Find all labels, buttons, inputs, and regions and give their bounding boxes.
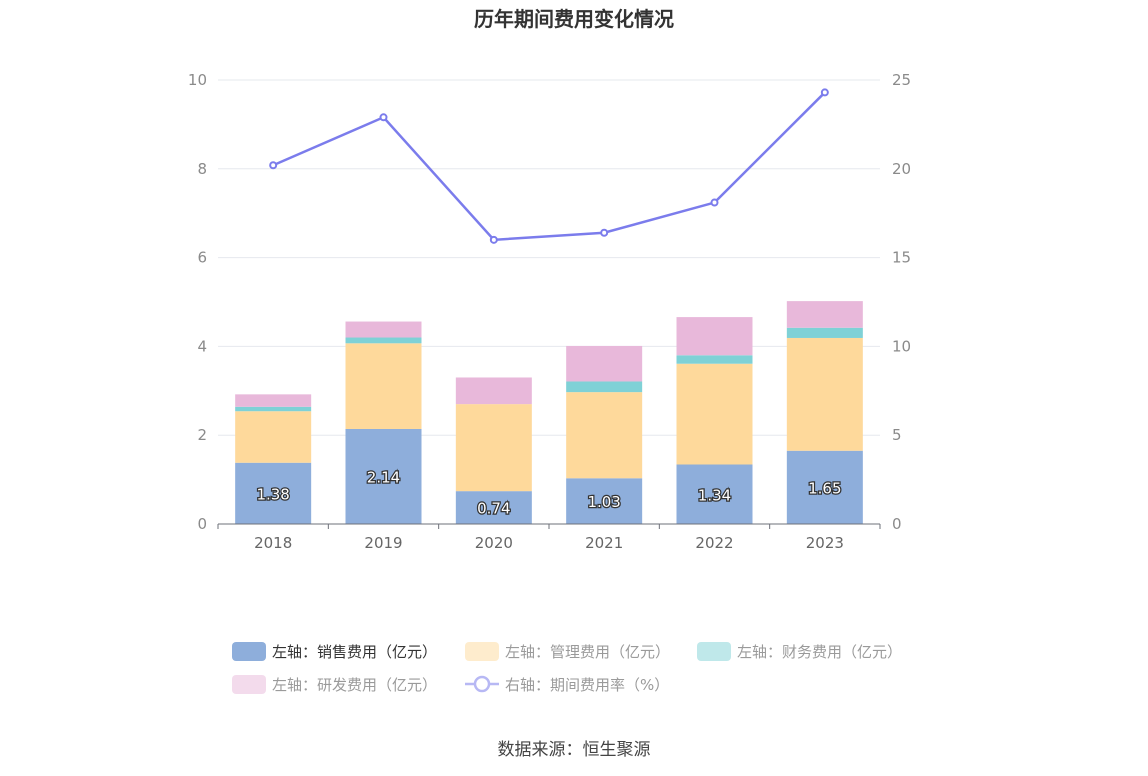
right-tick-label: 15 — [892, 249, 911, 267]
right-axis: 0 5 10 15 20 25 — [892, 71, 911, 533]
data-label: 0.74 — [477, 500, 510, 518]
source-note: 数据来源：恒生聚源 — [498, 740, 651, 760]
x-tick-label: 2020 — [475, 534, 513, 552]
x-tick-label: 2022 — [695, 534, 733, 552]
bar-segment — [235, 406, 312, 412]
bar-segment — [566, 345, 643, 382]
data-labels: 1.38 2.14 0.74 1.03 1.34 1.65 — [255, 467, 843, 519]
bar-segment — [566, 381, 643, 393]
bar-segment — [345, 343, 422, 429]
legend-item[interactable]: 右轴：期间费用率（%） — [465, 675, 669, 694]
x-tick-label: 2019 — [364, 534, 402, 552]
left-tick-label: 6 — [197, 249, 207, 267]
bar-segment — [676, 363, 753, 465]
rate-point — [379, 113, 388, 122]
x-tick-label: 2023 — [806, 534, 844, 552]
bar-segment — [786, 337, 863, 451]
rate-point — [710, 198, 719, 207]
legend-swatch — [697, 642, 731, 661]
bar-segment — [676, 355, 753, 364]
legend-label: 左轴：销售费用（亿元） — [272, 643, 437, 661]
bar-segment — [676, 317, 753, 356]
bar-segment — [235, 462, 312, 524]
legend-label: 右轴：期间费用率（%） — [505, 676, 669, 694]
left-tick-label: 4 — [197, 337, 207, 355]
grid — [218, 79, 880, 436]
chart-title: 历年期间费用变化情况 — [474, 7, 674, 31]
legend-label: 左轴：管理费用（亿元） — [505, 643, 670, 661]
bar-segment — [235, 394, 312, 407]
right-tick-label: 0 — [892, 515, 902, 533]
legend-item[interactable]: 左轴：管理费用（亿元） — [465, 642, 670, 661]
bar-segment — [676, 464, 753, 524]
legend-item[interactable]: 左轴：销售费用（亿元） — [232, 642, 437, 661]
legend-label: 左轴：研发费用（亿元） — [272, 676, 437, 694]
x-tick-label: 2021 — [585, 534, 623, 552]
right-tick-label: 5 — [892, 426, 902, 444]
left-tick-label: 8 — [197, 160, 207, 178]
right-tick-label: 10 — [892, 337, 911, 355]
left-tick-label: 2 — [197, 426, 207, 444]
legend-swatch — [232, 675, 266, 694]
bar-segment — [345, 337, 422, 344]
bar-segment — [786, 301, 863, 328]
rate-line — [269, 88, 829, 244]
right-tick-label: 25 — [892, 71, 911, 89]
bar-segment — [345, 428, 422, 524]
bar-segment — [786, 327, 863, 338]
left-tick-label: 0 — [197, 515, 207, 533]
x-tick-label: 2018 — [254, 534, 292, 552]
legend-label: 左轴：财务费用（亿元） — [737, 643, 902, 661]
left-axis: 0 2 4 6 8 10 — [188, 71, 207, 533]
legend-swatch — [232, 642, 266, 661]
right-tick-label: 20 — [892, 160, 911, 178]
x-axis: 2018 2019 2020 2021 2022 2023 — [217, 523, 881, 552]
rate-line-path — [272, 91, 826, 242]
rate-point — [820, 88, 829, 97]
legend[interactable]: 左轴：销售费用（亿元） 左轴：管理费用（亿元） 左轴：财务费用（亿元） 左轴：研发费用… — [232, 642, 902, 694]
bar-segment — [345, 321, 422, 338]
data-label: 1.38 — [256, 485, 289, 503]
data-label: 1.65 — [808, 479, 841, 497]
legend-item[interactable]: 左轴：研发费用（亿元） — [232, 675, 437, 694]
bar-segment — [566, 392, 643, 479]
data-label: 1.34 — [698, 486, 731, 504]
bars — [235, 301, 863, 524]
left-tick-label: 10 — [188, 71, 207, 89]
data-label: 2.14 — [367, 468, 400, 486]
legend-item[interactable]: 左轴：财务费用（亿元） — [697, 642, 902, 661]
legend-swatch — [465, 642, 499, 661]
rate-point — [600, 228, 609, 237]
bar-segment — [455, 377, 532, 405]
bar-segment — [566, 478, 643, 524]
bar-segment — [235, 411, 312, 463]
bar-segment — [455, 491, 532, 524]
rate-point — [489, 235, 498, 244]
rate-point — [269, 161, 278, 170]
data-label: 1.03 — [587, 493, 620, 511]
bar-segment — [455, 404, 532, 492]
bar-segment — [786, 450, 863, 524]
legend-marker — [473, 675, 491, 693]
